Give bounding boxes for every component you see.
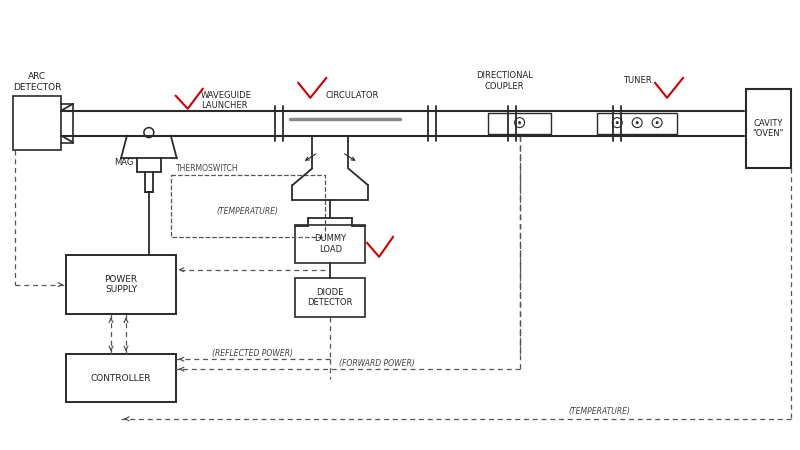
Bar <box>488 112 551 134</box>
Text: DIODE
DETECTOR: DIODE DETECTOR <box>307 288 353 307</box>
Bar <box>66 255 176 315</box>
Text: TUNER: TUNER <box>623 76 651 86</box>
Text: CONTROLLER: CONTROLLER <box>90 374 151 382</box>
Text: DIRECTIONAL
COUPLER: DIRECTIONAL COUPLER <box>476 71 533 90</box>
Bar <box>14 96 61 150</box>
Circle shape <box>616 121 618 124</box>
Text: (TEMPERATURE): (TEMPERATURE) <box>568 407 630 416</box>
Text: (TEMPERATURE): (TEMPERATURE) <box>217 207 278 216</box>
Text: MAG: MAG <box>114 158 134 167</box>
Text: (REFLECTED POWER): (REFLECTED POWER) <box>212 349 293 358</box>
Bar <box>295 278 365 317</box>
Circle shape <box>636 121 638 124</box>
Bar <box>598 112 677 134</box>
Text: WAVEGUIDE
LAUNCHER: WAVEGUIDE LAUNCHER <box>201 91 251 110</box>
Text: ARC
DETECTOR: ARC DETECTOR <box>13 72 62 92</box>
Text: POWER
SUPPLY: POWER SUPPLY <box>105 275 138 294</box>
Bar <box>746 89 790 168</box>
Text: CIRCULATOR: CIRCULATOR <box>326 91 378 100</box>
Text: THERMOSWITCH: THERMOSWITCH <box>176 164 238 173</box>
Bar <box>295 225 365 263</box>
Bar <box>170 176 326 237</box>
Text: CAVITY
"OVEN": CAVITY "OVEN" <box>752 119 783 138</box>
Circle shape <box>656 121 658 124</box>
Bar <box>66 354 176 402</box>
Text: DUMMY
LOAD: DUMMY LOAD <box>314 234 346 254</box>
Circle shape <box>518 121 521 124</box>
Text: (FORWARD POWER): (FORWARD POWER) <box>339 359 415 368</box>
